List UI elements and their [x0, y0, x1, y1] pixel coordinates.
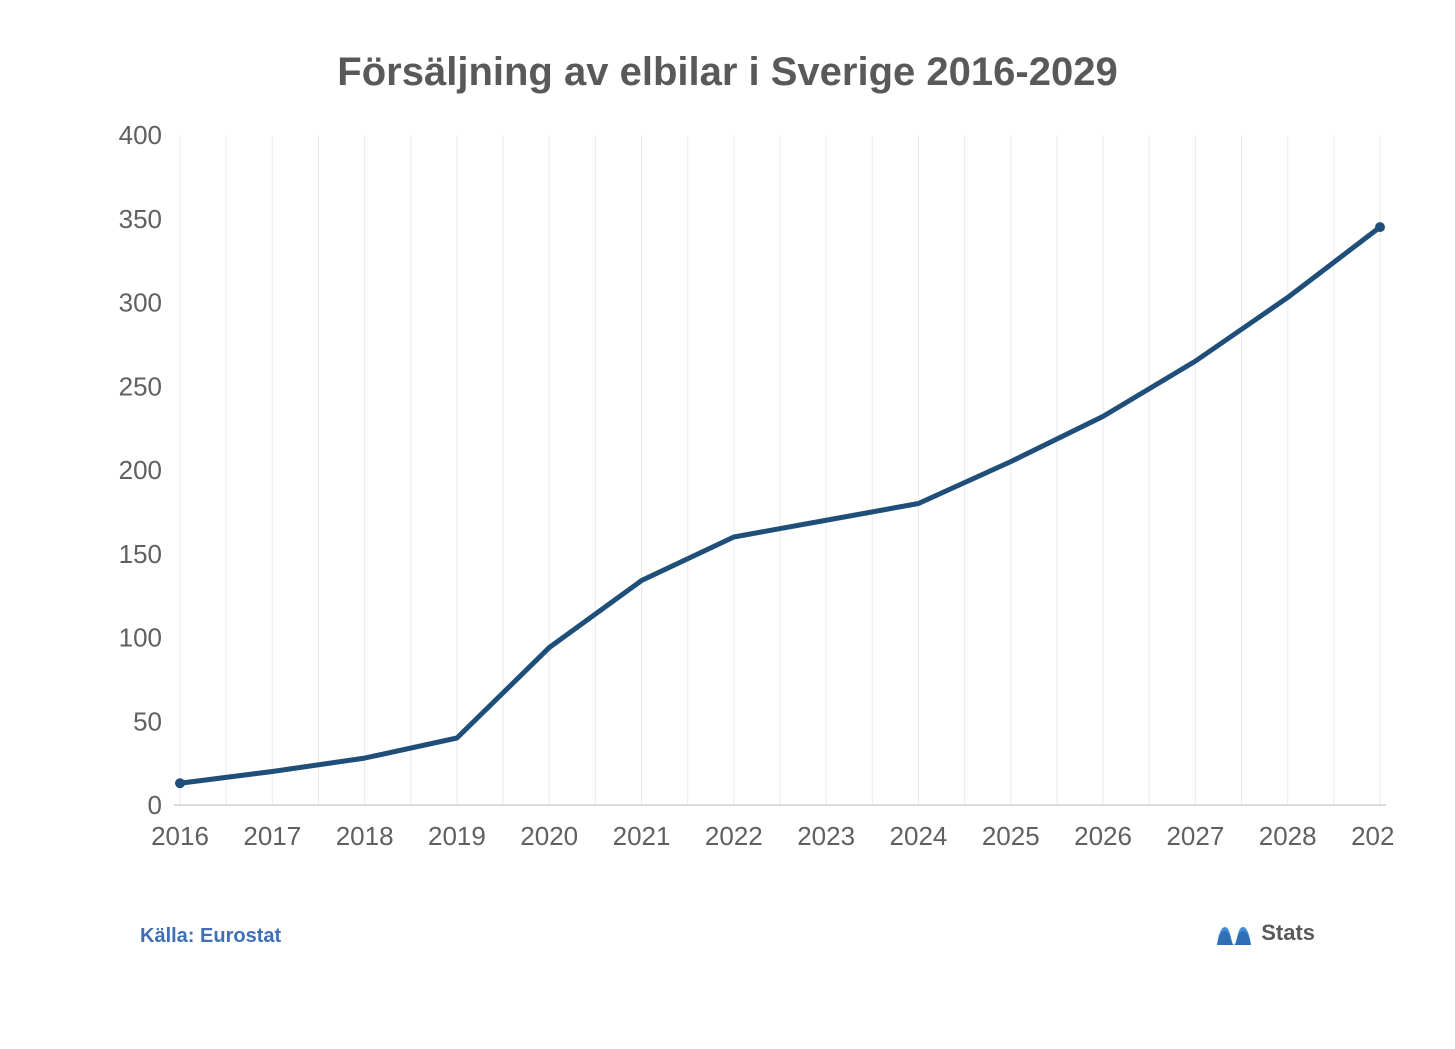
svg-text:2020: 2020 — [520, 821, 578, 851]
svg-text:350: 350 — [119, 204, 162, 234]
svg-text:2017: 2017 — [243, 821, 301, 851]
svg-text:2025: 2025 — [982, 821, 1040, 851]
svg-text:250: 250 — [119, 371, 162, 401]
svg-text:200: 200 — [119, 455, 162, 485]
chart-area: 0 50 100 150 200 250 300 350 400 2016 2017 2018 2019… — [60, 105, 1395, 885]
svg-text:2018: 2018 — [336, 821, 394, 851]
brand-badge: Stats — [1215, 919, 1315, 947]
svg-text:2028: 2028 — [1259, 821, 1317, 851]
svg-text:150: 150 — [119, 539, 162, 569]
svg-text:100: 100 — [119, 623, 162, 653]
svg-text:2019: 2019 — [428, 821, 486, 851]
svg-text:2016: 2016 — [151, 821, 209, 851]
svg-text:2027: 2027 — [1166, 821, 1224, 851]
svg-text:50: 50 — [133, 706, 162, 736]
chart-title: Försäljning av elbilar i Sverige 2016-20… — [60, 50, 1395, 95]
brand-logo-icon — [1215, 919, 1253, 947]
svg-text:2024: 2024 — [890, 821, 948, 851]
source-label: Källa: Eurostat — [140, 925, 281, 948]
brand-label: Stats — [1261, 920, 1315, 946]
svg-text:2021: 2021 — [613, 821, 671, 851]
chart-container: Försäljning av elbilar i Sverige 2016-20… — [0, 0, 1455, 1049]
svg-text:2023: 2023 — [797, 821, 855, 851]
svg-text:2029: 2029 — [1351, 821, 1395, 851]
svg-text:2026: 2026 — [1074, 821, 1132, 851]
svg-text:400: 400 — [119, 120, 162, 150]
footer: Källa: Eurostat Stats — [60, 925, 1395, 985]
svg-text:0: 0 — [148, 790, 162, 820]
svg-text:2022: 2022 — [705, 821, 763, 851]
line-chart-svg: 0 50 100 150 200 250 300 350 400 2016 2017 2018 2019… — [60, 105, 1395, 885]
svg-text:300: 300 — [119, 288, 162, 318]
